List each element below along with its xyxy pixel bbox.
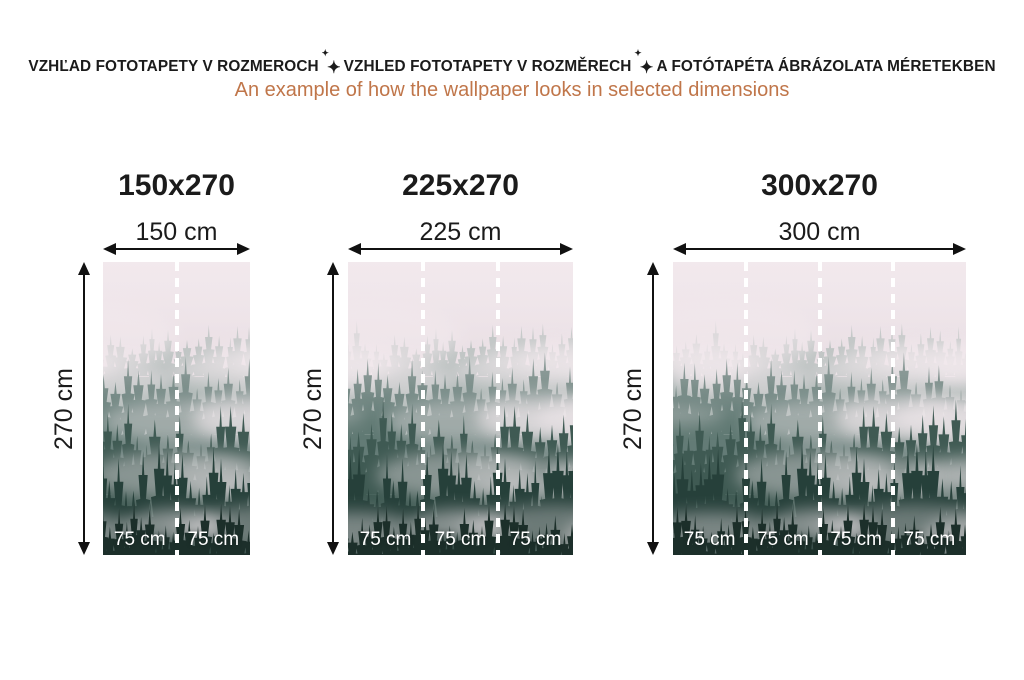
panel-title: 150x270 — [118, 169, 235, 202]
segment-labels-row: 75 cm 75 cm 75 cm — [348, 530, 573, 550]
wallpaper-preview-150x270: 75 cm 75 cm — [103, 262, 250, 555]
header-part-sk: VZHĽAD FOTOTAPETY V ROZMEROCH — [28, 58, 319, 75]
horizontal-dimension-arrow — [673, 243, 966, 255]
arrow-shaft — [361, 248, 560, 250]
segment-width-label: 75 cm — [683, 529, 736, 550]
sparkle-icon: ✦ ✦ — [321, 48, 341, 77]
arrow-shaft — [686, 248, 953, 250]
segment-width-label: 75 cm — [434, 529, 487, 550]
header-part-hu: A FOTÓTAPÉTA ÁBRÁZOLATA MÉRETEKBEN — [656, 58, 996, 75]
segment-width-label: 75 cm — [359, 529, 412, 550]
arrow-shaft — [116, 248, 237, 250]
segment-width-label: 75 cm — [757, 529, 809, 550]
panel-title: 300x270 — [761, 169, 878, 202]
arrow-shaft — [83, 275, 85, 542]
header-part-cz: VZHLED FOTOTAPETY V ROZMĚRECH — [343, 58, 632, 75]
segment-labels-row: 75 cm 75 cm — [103, 530, 250, 550]
arrow-shaft — [652, 275, 654, 542]
width-dimension-label: 150 cm — [135, 218, 218, 246]
wallpaper-preview-225x270: 75 cm 75 cm 75 cm — [348, 262, 573, 555]
segment-width-label: 75 cm — [509, 529, 562, 550]
width-dimension-label: 300 cm — [778, 218, 861, 246]
segment-labels-row: 75 cm 75 cm 75 cm 75 cm — [673, 530, 966, 550]
misty-forest-image — [348, 262, 573, 555]
width-dimension-label: 225 cm — [419, 218, 502, 246]
panel-seam-dash — [174, 262, 179, 555]
sparkle-icon: ✦ ✦ — [634, 48, 654, 77]
segment-width-label: 75 cm — [903, 529, 956, 550]
horizontal-dimension-arrow — [348, 243, 573, 255]
horizontal-dimension-arrow — [103, 243, 250, 255]
height-dimension-label: 270 cm — [299, 368, 327, 450]
vertical-dimension-arrow — [78, 262, 90, 555]
segment-width-label: 75 cm — [113, 529, 166, 550]
segment-width-label: 75 cm — [187, 529, 240, 550]
subtitle-english: An example of how the wallpaper looks in… — [234, 79, 790, 101]
header-multilang-title: VZHĽAD FOTOTAPETY V ROZMEROCH ✦ ✦ VZHLED FO… — [20, 48, 1003, 77]
panel-seam-dash — [817, 262, 822, 555]
segment-width-label: 75 cm — [830, 529, 882, 550]
panel-title: 225x270 — [402, 169, 519, 202]
height-dimension-label: 270 cm — [619, 368, 647, 450]
panel-seam-dash — [496, 262, 500, 555]
panel-seam-dash — [890, 262, 895, 555]
wallpaper-preview-300x270: 75 cm 75 cm 75 cm 75 cm — [673, 262, 966, 555]
panel-seam-dash — [744, 262, 749, 555]
height-dimension-label: 270 cm — [50, 368, 78, 450]
panel-seam-dash — [420, 262, 425, 555]
arrow-shaft — [332, 275, 334, 542]
vertical-dimension-arrow — [647, 262, 659, 555]
vertical-dimension-arrow — [327, 262, 339, 555]
